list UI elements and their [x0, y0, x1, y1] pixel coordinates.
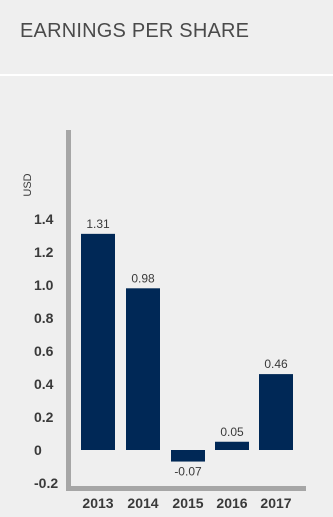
bar [259, 374, 293, 450]
chart-title: EARNINGS PER SHARE [20, 20, 250, 42]
data-label: -0.07 [174, 465, 202, 479]
y-tick-label: 0.6 [34, 343, 54, 359]
bar [126, 288, 160, 450]
y-axis-line [66, 130, 71, 490]
data-label: 1.31 [86, 217, 110, 231]
bar [215, 441, 249, 450]
x-tick-label: 2017 [260, 495, 291, 511]
data-label: 0.05 [220, 425, 244, 439]
y-tick-label: 1.4 [34, 211, 54, 227]
y-tick-label: -0.2 [34, 475, 58, 491]
x-tick-label: 2015 [172, 495, 203, 511]
y-tick-label: 0.2 [34, 409, 54, 425]
data-label: 0.98 [131, 271, 155, 285]
y-tick-label: 0.8 [34, 310, 54, 326]
bar [171, 450, 205, 462]
x-tick-label: 2014 [127, 495, 158, 511]
x-tick-label: 2016 [216, 495, 247, 511]
data-label: 0.46 [264, 357, 288, 371]
x-axis-line [66, 486, 306, 491]
y-tick-label: 1.0 [34, 277, 54, 293]
y-tick-label: 1.2 [34, 244, 54, 260]
title-divider [0, 74, 333, 76]
y-tick-label: 0.4 [34, 376, 54, 392]
bar [81, 233, 115, 450]
y-axis-unit-label: USD [22, 173, 34, 196]
x-tick-label: 2013 [82, 495, 113, 511]
y-tick-label: 0 [34, 442, 42, 458]
